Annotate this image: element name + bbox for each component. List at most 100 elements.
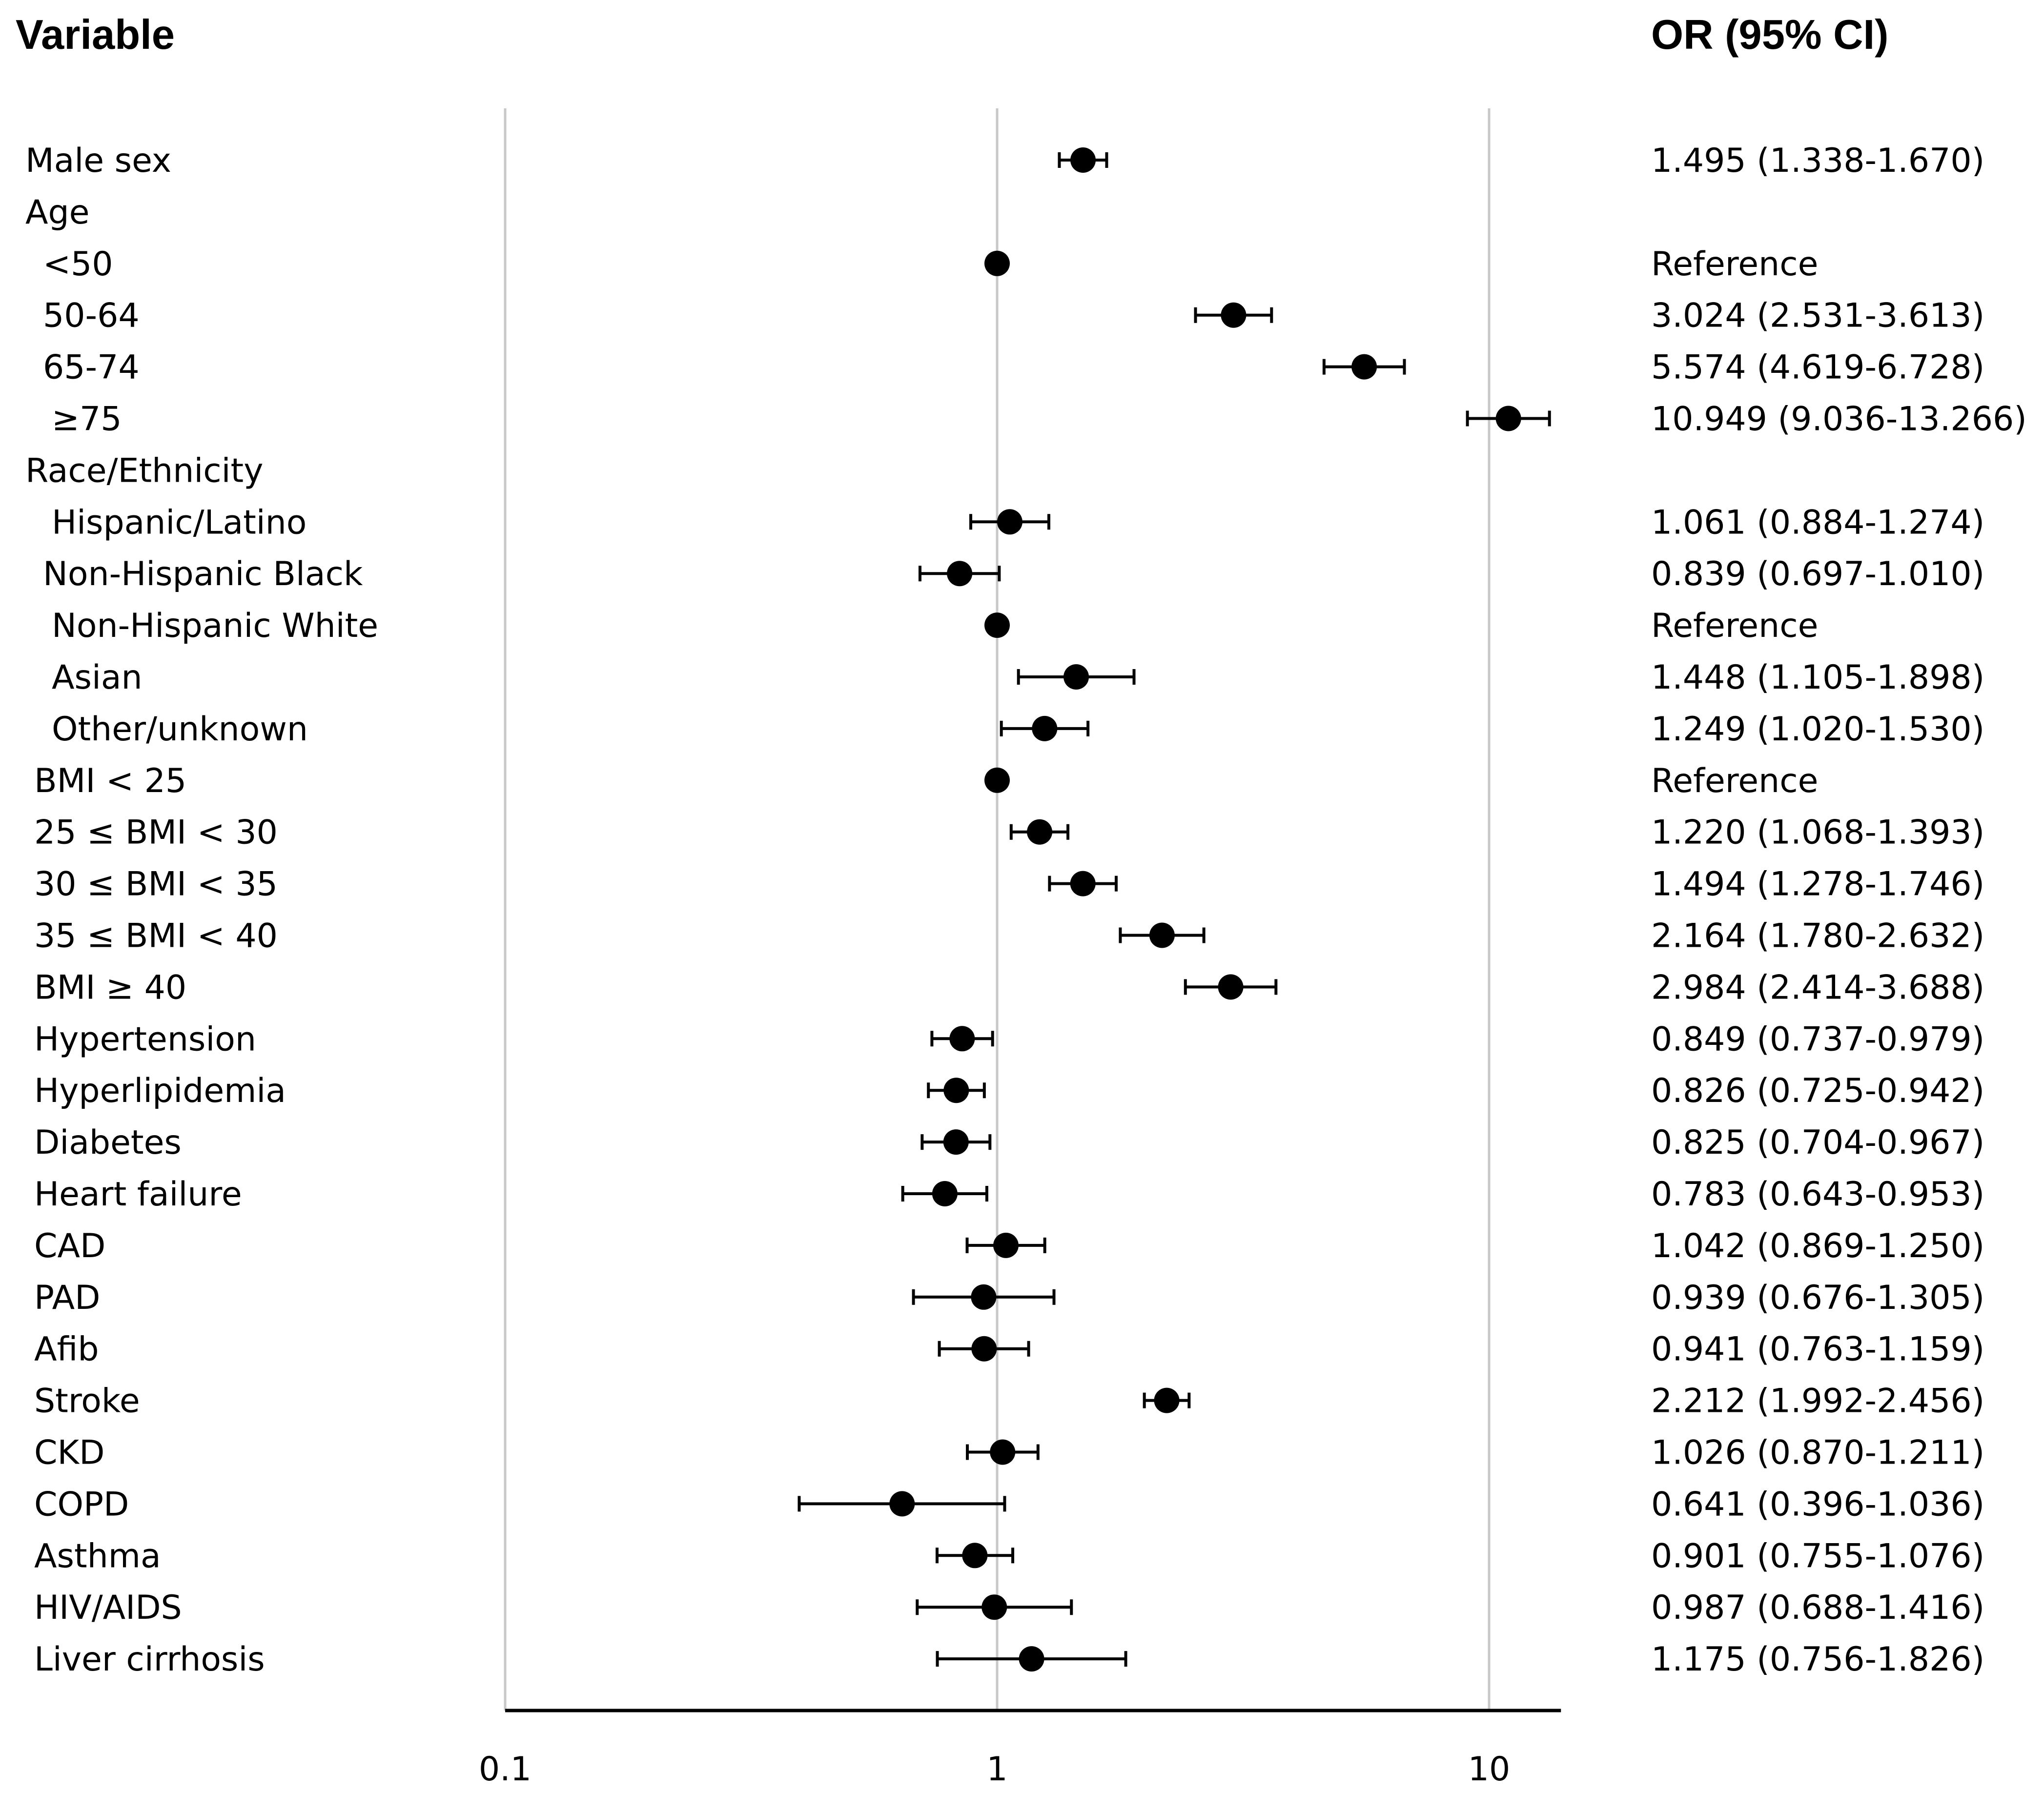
or-ci-text: 0.987 (0.688-1.416) — [1651, 1589, 1984, 1627]
or-ci-text: 0.939 (0.676-1.305) — [1651, 1279, 1984, 1317]
or-ci-text: 1.175 (0.756-1.826) — [1651, 1640, 1984, 1679]
or-ci-text: Reference — [1651, 762, 1818, 800]
or-ci-text: 0.826 (0.725-0.942) — [1651, 1072, 1984, 1110]
variable-header: Variable — [16, 12, 175, 58]
or-point — [997, 509, 1022, 535]
row-label: Non-Hispanic Black — [43, 555, 363, 593]
row-label: Male sex — [25, 142, 171, 180]
forest-row: Diabetes 0.825 (0.704-0.967) — [34, 1123, 1984, 1162]
or-ci-text: 2.164 (1.780-2.632) — [1651, 917, 1984, 956]
or-point — [1221, 302, 1247, 328]
forest-row: Afib 0.941 (0.763-1.159) — [34, 1330, 1984, 1369]
forest-row: BMI < 25 Reference — [34, 762, 1818, 800]
or-ci-text: 0.783 (0.643-0.953) — [1651, 1175, 1984, 1214]
row-label: Diabetes — [34, 1123, 182, 1162]
row-label: Age — [25, 193, 90, 232]
row-label: Hispanic/Latino — [52, 503, 307, 542]
row-label: Hyperlipidemia — [34, 1072, 286, 1110]
row-label: PAD — [34, 1279, 101, 1317]
forest-row: Asthma 0.901 (0.755-1.076) — [34, 1537, 1984, 1575]
forest-row: Hispanic/Latino 1.061 (0.884-1.274) — [52, 503, 1984, 542]
forest-row: Other/unknown 1.249 (1.020-1.530) — [52, 710, 1984, 749]
or-point — [993, 1232, 1019, 1258]
or-point — [1032, 715, 1058, 741]
or-point — [949, 1026, 975, 1052]
or-ci-text: 0.849 (0.737-0.979) — [1651, 1020, 1984, 1059]
row-label: Afib — [34, 1330, 99, 1369]
or-point — [932, 1181, 958, 1206]
forest-row: CAD 1.042 (0.869-1.250) — [34, 1227, 1984, 1265]
row-label: Asthma — [34, 1537, 161, 1575]
or-point — [1070, 871, 1096, 896]
row-label: Race/Ethnicity — [25, 451, 263, 490]
or-ci-text: 1.220 (1.068-1.393) — [1651, 814, 1984, 852]
row-label: Other/unknown — [52, 710, 308, 749]
forest-row: Stroke 2.212 (1.992-2.456) — [34, 1382, 1984, 1421]
forest-row: HIV/AIDS 0.987 (0.688-1.416) — [34, 1589, 1984, 1627]
row-label: 65-74 — [43, 348, 140, 387]
or-ci-text: 3.024 (2.531-3.613) — [1651, 297, 1984, 335]
or-ci-text: 1.026 (0.870-1.211) — [1651, 1434, 1984, 1472]
row-label: Hypertension — [34, 1020, 256, 1059]
or-ci-text: 10.949 (9.036-13.266) — [1651, 400, 2027, 439]
forest-row: Age — [25, 193, 90, 232]
or-point — [990, 1439, 1016, 1465]
row-label: COPD — [34, 1485, 129, 1524]
or-point — [947, 561, 973, 587]
row-label: 25 ≤ BMI < 30 — [34, 814, 278, 852]
or-point — [943, 1129, 969, 1155]
or-point — [962, 1543, 988, 1569]
forest-row: 50-64 3.024 (2.531-3.613) — [43, 297, 1984, 335]
forest-row: Liver cirrhosis 1.175 (0.756-1.826) — [34, 1640, 1984, 1679]
row-label: Stroke — [34, 1382, 140, 1421]
row-label: CAD — [34, 1227, 105, 1265]
or-point — [984, 612, 1010, 638]
forest-row: Non-Hispanic Black 0.839 (0.697-1.010) — [43, 555, 1984, 593]
x-tick-label: 0.1 — [479, 1750, 531, 1789]
or-point — [1027, 819, 1053, 845]
forest-row: Asian 1.448 (1.105-1.898) — [52, 658, 1984, 697]
forest-row: PAD 0.939 (0.676-1.305) — [34, 1279, 1984, 1317]
or-ci-text: 0.901 (0.755-1.076) — [1651, 1537, 1984, 1575]
forest-row: COPD 0.641 (0.396-1.036) — [34, 1485, 1984, 1524]
gridlines — [504, 108, 1491, 1711]
or-ci-text: 0.641 (0.396-1.036) — [1651, 1485, 1984, 1524]
or-point — [1218, 974, 1244, 1000]
or-ci-header: OR (95% CI) — [1651, 12, 1888, 58]
forest-row: ≥75 10.949 (9.036-13.266) — [52, 400, 2027, 439]
or-point — [981, 1594, 1007, 1620]
or-ci-text: 5.574 (4.619-6.728) — [1651, 348, 1984, 387]
forest-row: 30 ≤ BMI < 35 1.494 (1.278-1.746) — [34, 865, 1984, 904]
or-ci-text: 2.984 (2.414-3.688) — [1651, 968, 1984, 1007]
row-label: ≥75 — [52, 400, 122, 439]
row-label: 30 ≤ BMI < 35 — [34, 865, 278, 904]
row-label: 50-64 — [43, 297, 140, 335]
forest-rows: Male sex 1.495 (1.338-1.670) Age <50 Referen… — [25, 142, 2027, 1679]
row-label: <50 — [43, 245, 113, 284]
or-ci-text: Reference — [1651, 607, 1818, 645]
row-label: CKD — [34, 1434, 104, 1472]
or-point — [984, 250, 1010, 276]
row-label: 35 ≤ BMI < 40 — [34, 917, 278, 956]
row-label: Asian — [52, 658, 143, 697]
or-point — [889, 1491, 915, 1517]
forest-row: Heart failure 0.783 (0.643-0.953) — [34, 1175, 1984, 1214]
forest-row: 65-74 5.574 (4.619-6.728) — [43, 348, 1984, 387]
or-ci-text: Reference — [1651, 245, 1818, 284]
or-point — [1351, 354, 1377, 380]
forest-row: <50 Reference — [43, 245, 1818, 284]
or-point — [971, 1336, 997, 1362]
or-ci-text: 0.839 (0.697-1.010) — [1651, 555, 1984, 593]
row-label: HIV/AIDS — [34, 1589, 182, 1627]
forest-row: CKD 1.026 (0.870-1.211) — [34, 1434, 1984, 1472]
or-ci-text: 0.941 (0.763-1.159) — [1651, 1330, 1984, 1369]
or-ci-text: 1.448 (1.105-1.898) — [1651, 658, 1984, 697]
row-label: BMI < 25 — [34, 762, 186, 800]
or-point — [1070, 147, 1096, 173]
or-ci-text: 1.249 (1.020-1.530) — [1651, 710, 1984, 749]
or-point — [984, 767, 1010, 793]
forest-row: Hypertension 0.849 (0.737-0.979) — [34, 1020, 1984, 1059]
or-ci-text: 1.061 (0.884-1.274) — [1651, 503, 1984, 542]
or-ci-text: 2.212 (1.992-2.456) — [1651, 1382, 1984, 1421]
